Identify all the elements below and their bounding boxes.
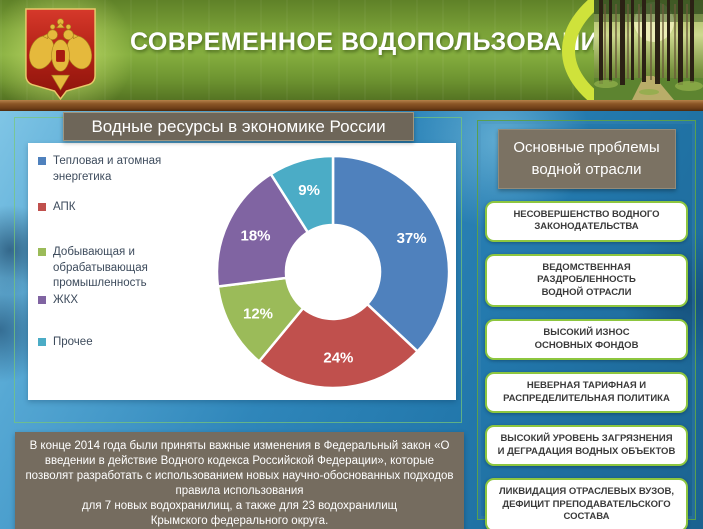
legend-item: ЖКХ (38, 293, 171, 309)
legend-label: ЖКХ (53, 294, 78, 306)
footnote-box: В конце 2014 года были приняты важные из… (15, 432, 464, 529)
chart-title: Водные ресурсы в экономике России (63, 112, 414, 141)
russia-coat-of-arms-icon (25, 8, 96, 100)
slice-label: 12% (243, 305, 273, 322)
legend-marker (38, 157, 46, 165)
problem-box: НЕВЕРНАЯ ТАРИФНАЯ И РАСПРЕДЕЛИТЕЛЬНАЯ ПО… (485, 372, 688, 414)
legend-item: АПК (38, 200, 171, 216)
donut-chart: 37% 24% 12% 18% 9% (215, 154, 451, 390)
legend-label: Прочее (53, 336, 93, 348)
slice-label: 24% (323, 350, 353, 367)
legend-item: Добывающая и обрабатывающая промышленнос… (38, 245, 171, 292)
problem-box: ВЕДОМСТВЕННАЯ РАЗДРОБЛЕННОСТЬ ВОДНОЙ ОТР… (485, 253, 688, 308)
legend-label: АПК (53, 201, 76, 213)
problem-box: НЕСОВЕРШЕНСТВО ВОДНОГО ЗАКОНОДАТЕЛЬСТВА (485, 200, 688, 242)
legend-label: Добывающая и обрабатывающая промышленнос… (53, 246, 148, 290)
donut-slice (215, 172, 310, 288)
legend-marker (38, 296, 46, 304)
problem-box: ВЫСОКИЙ УРОВЕНЬ ЗАГРЯЗНЕНИЯ И ДЕГРАДАЦИЯ… (485, 425, 688, 467)
forest-photo (594, 0, 703, 100)
legend-label: Тепловая и атомная энергетика (53, 155, 162, 183)
header-accent-stripe (562, 0, 609, 100)
slide-title: СОВРЕМЕННОЕ ВОДОПОЛЬЗОВАНИЕ (130, 28, 617, 56)
legend-marker (38, 203, 46, 211)
donut-slice (331, 154, 451, 353)
problems-panel-title: Основные проблемы водной отрасли (497, 129, 676, 189)
slice-label: 9% (298, 182, 320, 199)
slice-label: 37% (397, 230, 427, 247)
header-banner: СОВРЕМЕННОЕ ВОДОПОЛЬЗОВАНИЕ (0, 0, 703, 100)
problem-box: ЛИКВИДАЦИЯ ОТРАСЛЕВЫХ ВУЗОВ, ДЕФИЦИТ ПРЕ… (485, 478, 688, 529)
legend-marker (38, 248, 46, 256)
problem-box: ВЫСОКИЙ ИЗНОС ОСНОВНЫХ ФОНДОВ (485, 319, 688, 361)
donut-slice (269, 154, 335, 234)
wood-divider (0, 100, 703, 111)
slice-label: 18% (240, 228, 270, 245)
legend-marker (38, 338, 46, 346)
problems-panel: Основные проблемы водной отрасли НЕСОВЕР… (477, 120, 696, 529)
donut-slice (257, 302, 419, 390)
legend-item: Тепловая и атомная энергетика (38, 154, 171, 185)
chart-box: Тепловая и атомная энергетика АПК Добыва… (28, 143, 456, 400)
chart-legend: Тепловая и атомная энергетика АПК Добыва… (38, 143, 208, 400)
legend-item: Прочее (38, 335, 171, 351)
